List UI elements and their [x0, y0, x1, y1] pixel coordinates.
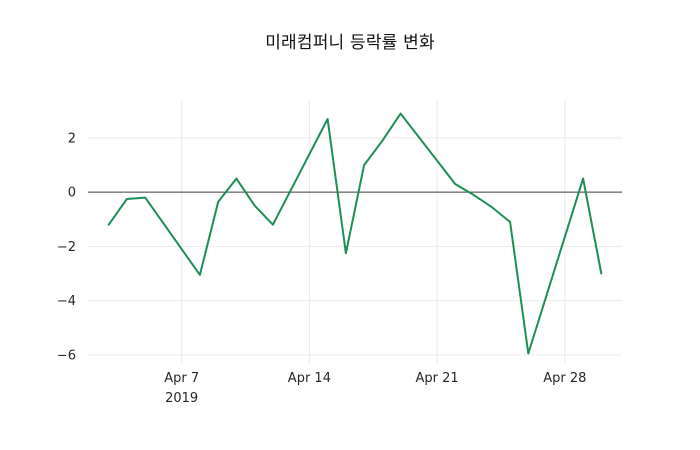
y-tick-label: −4 [57, 294, 76, 309]
y-tick-label: −6 [57, 348, 76, 363]
x-tick-label: Apr 7 [164, 371, 199, 386]
chart-title: 미래컴퍼니 등락률 변화 [265, 33, 435, 53]
price-change-line [107, 112, 603, 355]
y-tick-label: 2 [68, 131, 76, 146]
y-tick-label: 0 [68, 186, 76, 201]
x-tick-sublabel: 2019 [165, 391, 198, 406]
x-tick-label: Apr 28 [543, 371, 586, 386]
x-tick-label: Apr 14 [288, 371, 331, 386]
x-tick-label: Apr 21 [416, 371, 459, 386]
y-tick-label: −2 [57, 240, 76, 255]
